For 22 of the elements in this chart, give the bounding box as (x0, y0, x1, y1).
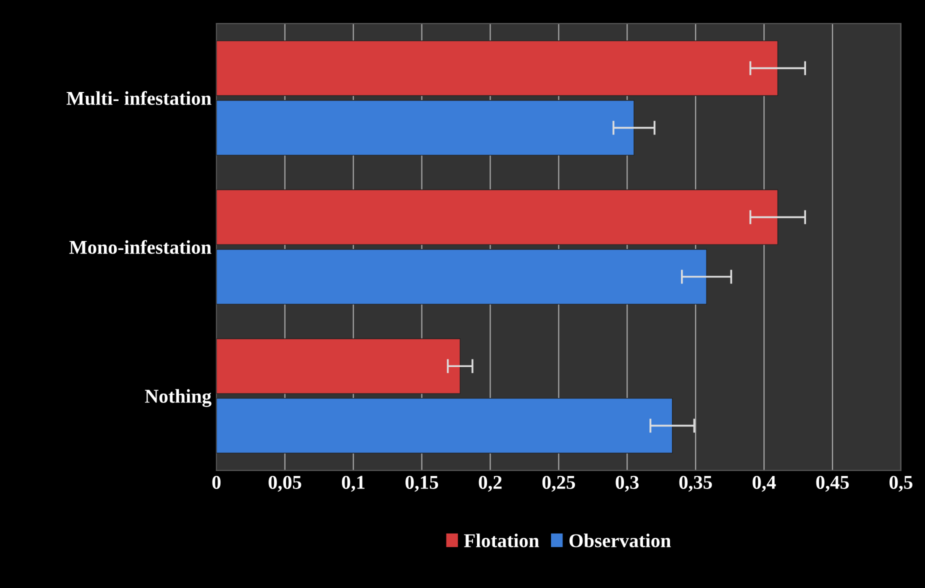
x-tick-label: 0,45 (816, 476, 849, 492)
x-tick-label: 0,3 (616, 476, 639, 492)
x-tick-label: 0,2 (478, 476, 502, 492)
x-tick-label: 0,1 (342, 476, 364, 492)
legend-label: Flotation (464, 534, 540, 548)
x-tick-label: 0,5 (890, 476, 912, 492)
y-tick-label: Multi- infestation (66, 91, 212, 105)
bar (216, 100, 634, 156)
bar (216, 189, 778, 245)
x-tick-label: 0 (212, 476, 221, 489)
x-tick-label: 0,25 (542, 476, 576, 492)
legend-label: Observation (569, 534, 671, 548)
x-tick-label: 0,35 (679, 476, 712, 492)
y-tick-label: Nothing (144, 389, 212, 407)
y-tick-label: Mono-infestation (69, 240, 212, 254)
bar (216, 338, 460, 394)
bar (216, 398, 673, 454)
x-tick-label: 0,05 (268, 476, 302, 492)
bar (216, 248, 707, 305)
bar (216, 40, 778, 96)
x-tick-label: 0,15 (406, 476, 438, 492)
x-tick-label: 0,4 (752, 476, 776, 492)
